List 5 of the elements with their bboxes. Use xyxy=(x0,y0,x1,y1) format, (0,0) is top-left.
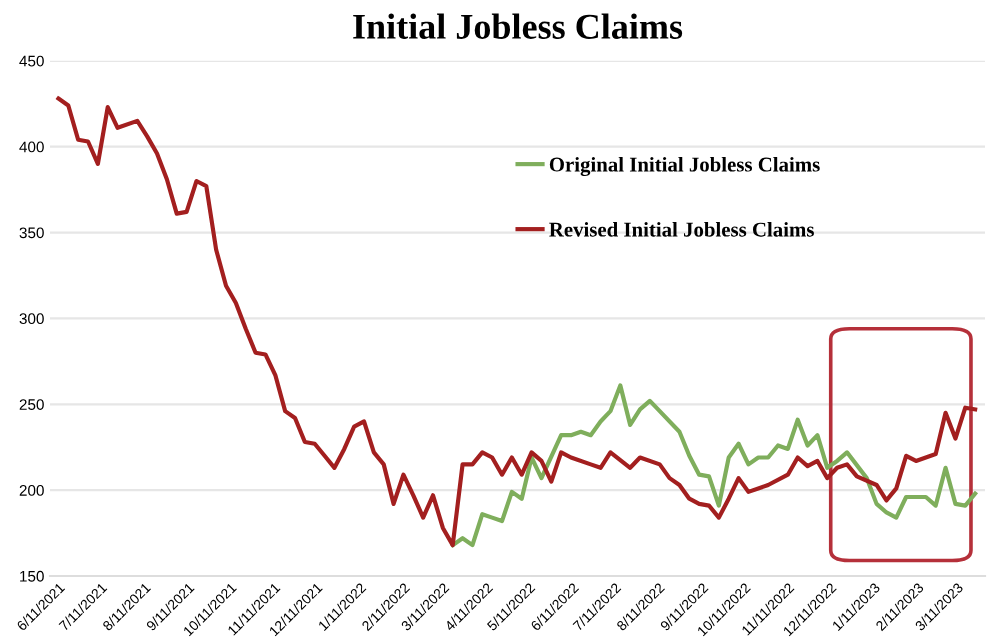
legend-label: Original Initial Jobless Claims xyxy=(549,156,820,177)
chart-title: Initial Jobless Claims xyxy=(353,13,683,39)
legend-label: Revised Initial Jobless Claims xyxy=(549,221,814,237)
line-series xyxy=(450,383,978,548)
line-series xyxy=(56,96,978,548)
